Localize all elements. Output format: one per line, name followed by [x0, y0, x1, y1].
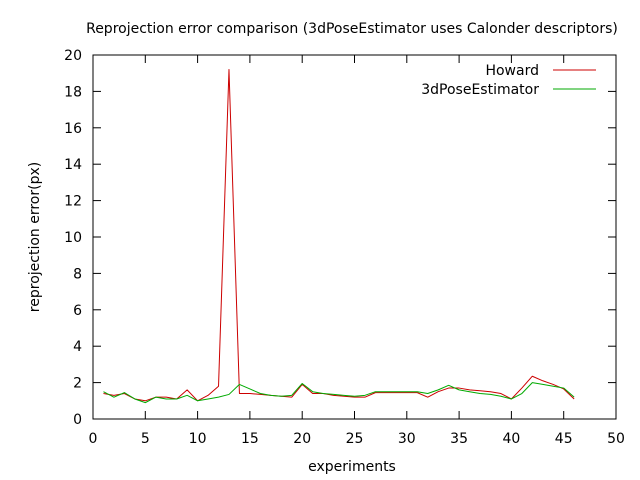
- legend: Howard 3dPoseEstimator: [421, 63, 596, 98]
- x-axis-label: experiments: [308, 459, 396, 475]
- chart-title: Reprojection error comparison (3dPoseEst…: [86, 21, 618, 37]
- y-tick-label: 14: [64, 157, 82, 173]
- x-tick-label: 30: [398, 431, 416, 447]
- x-tick-label: 10: [189, 431, 207, 447]
- series-line-howard: [103, 69, 575, 402]
- y-tick-label: 20: [64, 48, 82, 64]
- x-tick-label: 35: [450, 431, 468, 447]
- series-layer: [103, 69, 575, 404]
- y-tick-label: 18: [64, 84, 82, 100]
- y-tick-label: 6: [73, 303, 82, 319]
- x-tick-label: 15: [241, 431, 259, 447]
- x-tick-label: 0: [89, 431, 98, 447]
- series-line-3dposeestimator: [103, 382, 575, 404]
- x-tick-label: 50: [607, 431, 625, 447]
- y-axis-label: reprojection error(px): [27, 162, 43, 312]
- legend-label: 3dPoseEstimator: [421, 82, 539, 98]
- x-tick-label: 20: [293, 431, 311, 447]
- y-tick-label: 16: [64, 121, 82, 137]
- y-axis: 0 2 4 6 8 10 12 14 16 18 20: [64, 48, 616, 428]
- x-tick-label: 25: [346, 431, 364, 447]
- y-tick-label: 10: [64, 230, 82, 246]
- plot-frame: [92, 54, 617, 420]
- x-axis: 0 5 10 15 20 25 30 35 40 45 50: [89, 55, 625, 447]
- y-tick-label: 2: [73, 376, 82, 392]
- y-tick-label: 8: [73, 266, 82, 282]
- legend-label: Howard: [485, 63, 539, 79]
- x-tick-label: 45: [555, 431, 573, 447]
- x-tick-label: 5: [141, 431, 150, 447]
- x-tick-label: 40: [502, 431, 520, 447]
- y-tick-label: 4: [73, 339, 82, 355]
- y-tick-label: 0: [73, 412, 82, 428]
- y-tick-label: 12: [64, 194, 82, 210]
